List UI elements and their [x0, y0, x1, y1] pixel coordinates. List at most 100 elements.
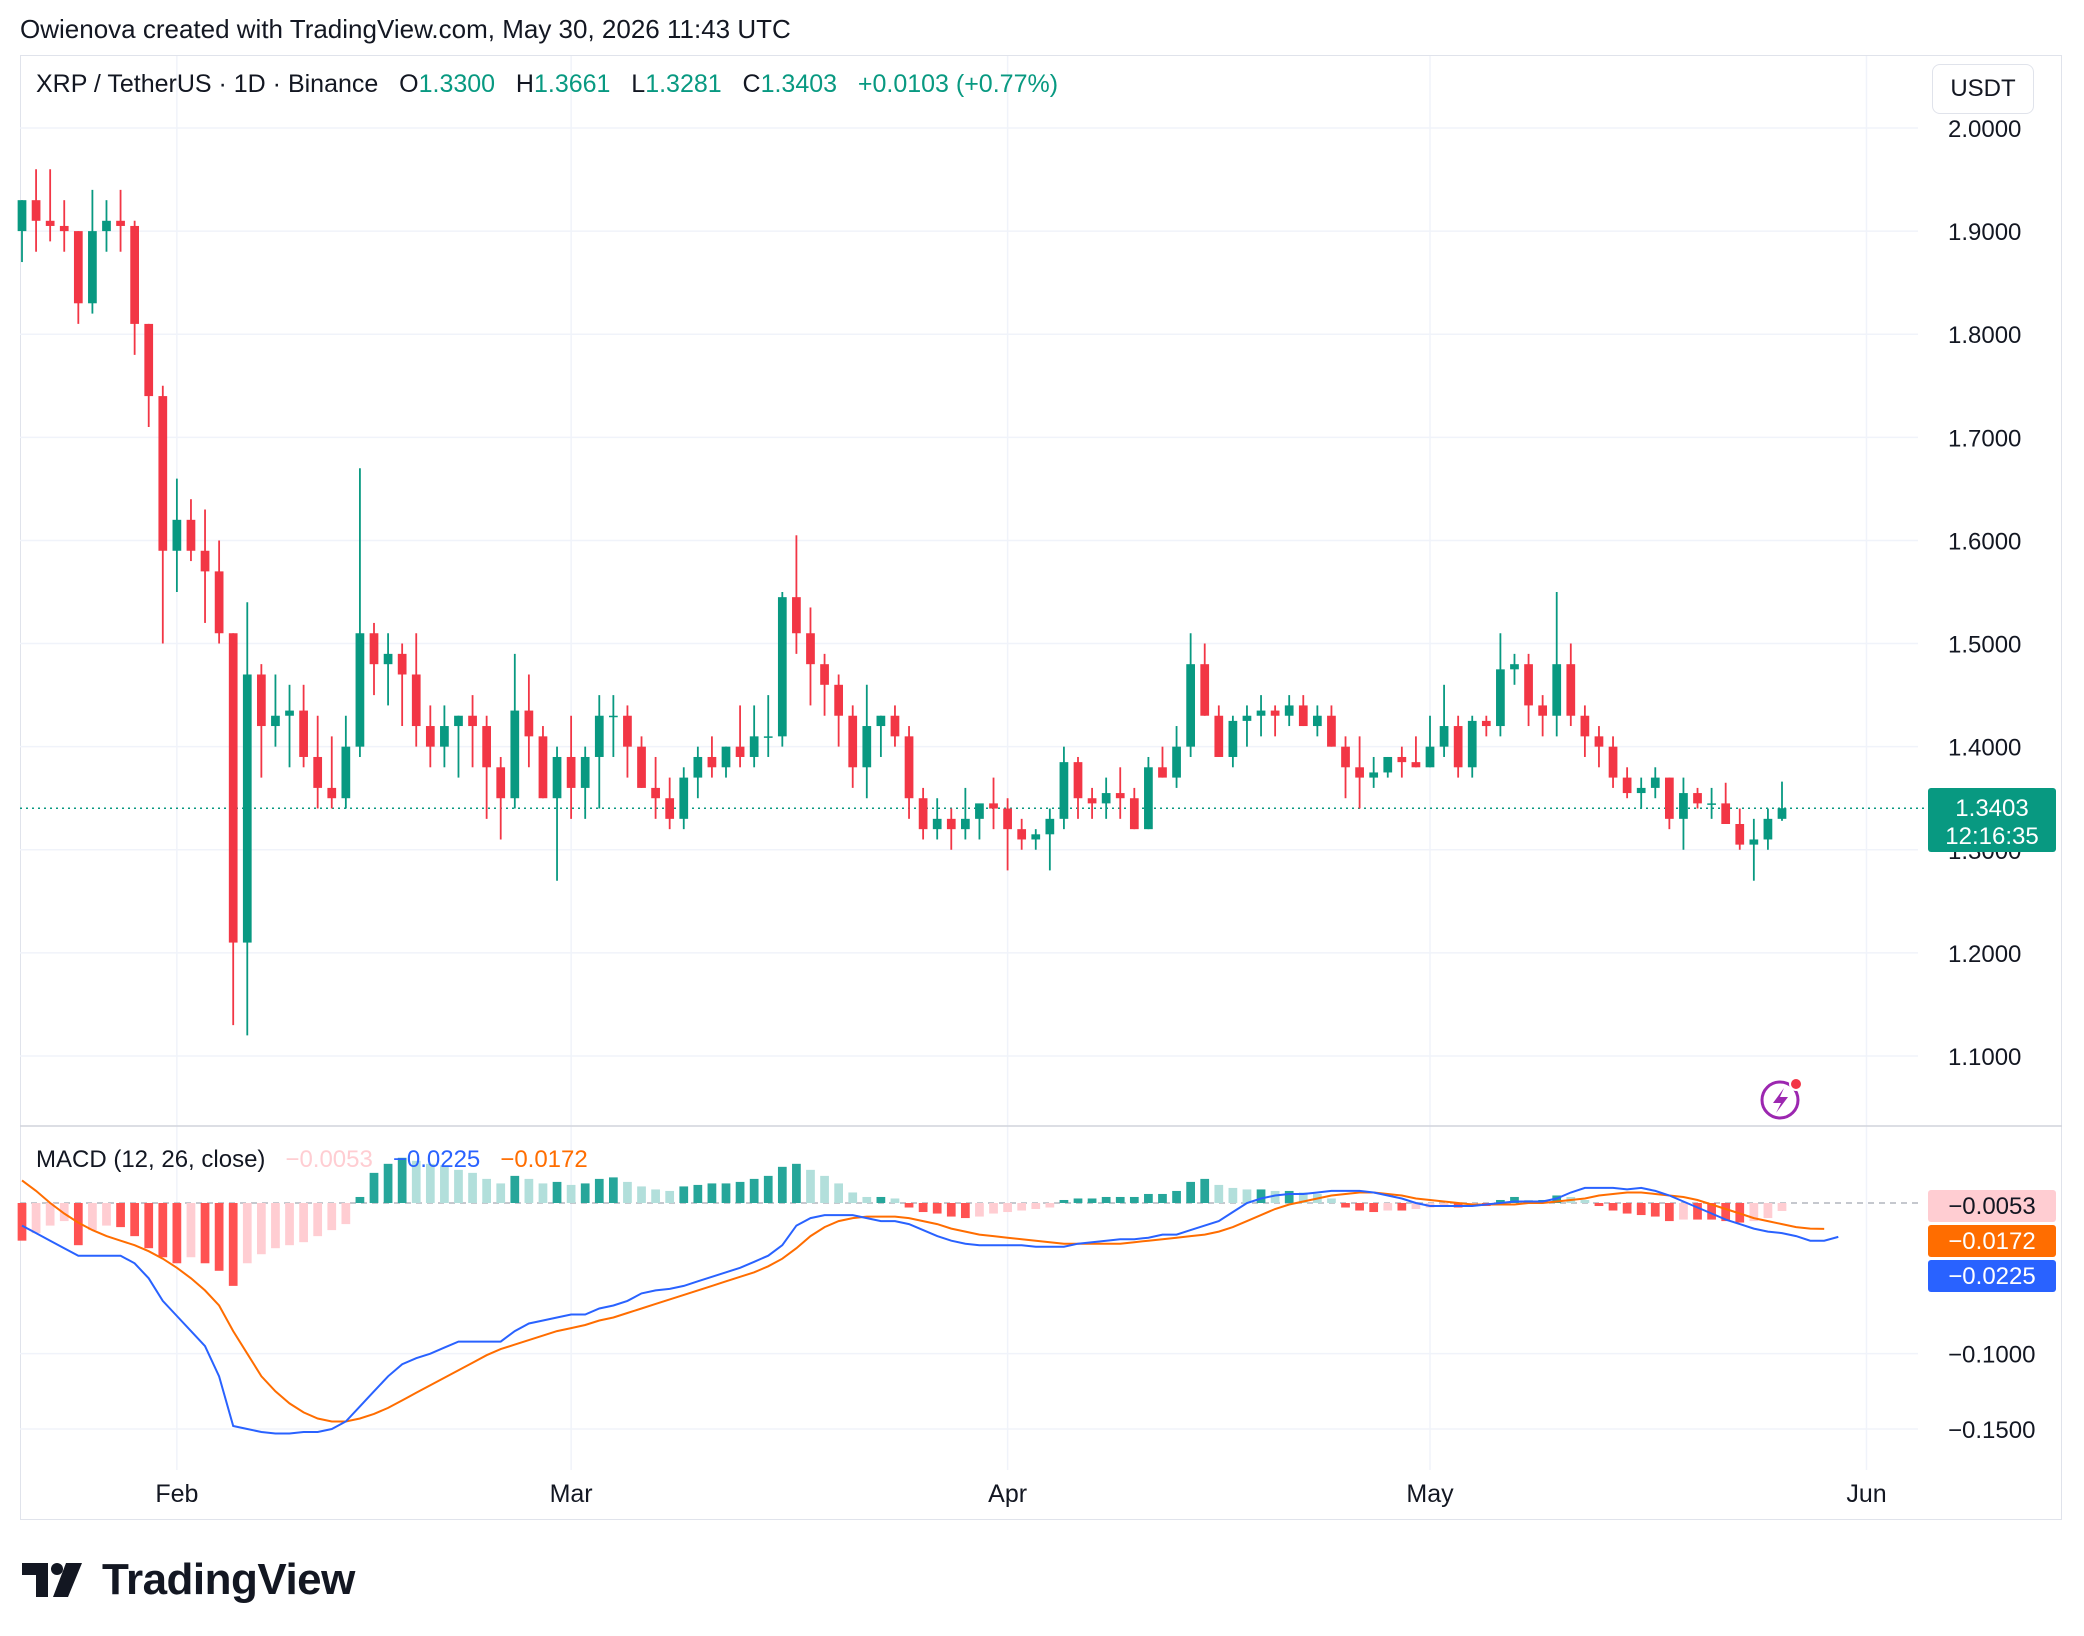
hist-bar: [1763, 1203, 1773, 1219]
hist-bar: [918, 1203, 928, 1213]
hist-bar: [425, 1163, 435, 1203]
candle-body: [594, 715, 604, 757]
candle-body: [496, 767, 506, 799]
candle-body: [242, 674, 252, 943]
candle-body: [510, 710, 520, 799]
candle-body: [960, 818, 970, 830]
macd-legend[interactable]: MACD (12, 26, close) −0.0053 −0.0225 −0.…: [36, 1146, 588, 1174]
hist-bar: [792, 1163, 801, 1203]
candles: [17, 169, 1787, 1036]
macd-signal-tag: −0.0172: [1928, 1225, 2056, 1257]
hist-bar: [214, 1203, 224, 1271]
hist-bar: [102, 1203, 111, 1226]
hist-bar: [749, 1178, 759, 1203]
candle-body: [299, 710, 308, 757]
candle-body: [17, 200, 27, 232]
hist-bar: [1496, 1199, 1505, 1203]
price-axis: 2.0000 1.9000 1.8000 1.7000 1.6000 1.5000 1.40…: [1948, 116, 2021, 1071]
candle-body: [1763, 818, 1773, 840]
hist-bar: [1087, 1198, 1097, 1203]
hist-bar: [1059, 1199, 1069, 1203]
date-tick-label: Mar: [550, 1480, 593, 1508]
grid: [20, 56, 1918, 1470]
last-price-value: 1.3403: [1955, 795, 2028, 822]
date-axis: Feb Mar Apr May Jun: [155, 1480, 1886, 1508]
signal-line: [21, 1179, 1825, 1423]
candle-body: [1580, 715, 1590, 737]
hist-bar: [608, 1177, 618, 1203]
candle-body: [538, 736, 548, 799]
date-tick-label: Jun: [1846, 1480, 1886, 1508]
hist-bar: [594, 1178, 604, 1203]
candle-body: [848, 715, 858, 768]
hist-bar: [623, 1181, 632, 1203]
hist-bar: [1622, 1203, 1632, 1214]
candle-body: [1707, 803, 1716, 805]
macd-tick-label: −0.1000: [1948, 1342, 2035, 1369]
macd-tick-label: −0.1500: [1948, 1417, 2035, 1444]
macd-signal-tag-value: −0.0172: [1948, 1228, 2035, 1255]
macd-histogram: [17, 1157, 1787, 1286]
macd-hist-tag-value: −0.0053: [1948, 1193, 2035, 1220]
candle-body: [1538, 705, 1548, 716]
hist-bar: [1228, 1187, 1238, 1203]
candle-body: [454, 715, 463, 727]
candle-body: [1481, 720, 1491, 727]
candle-body: [1608, 746, 1618, 778]
candle-body: [566, 756, 576, 788]
alert-lightning-icon[interactable]: [1760, 1077, 1803, 1120]
candle-body: [721, 746, 731, 768]
macd-hist-tag: −0.0053: [1928, 1190, 2056, 1222]
candle-body: [1383, 756, 1393, 773]
open-label: O: [399, 70, 419, 98]
hist-bar: [637, 1186, 646, 1203]
hist-bar: [1439, 1203, 1449, 1207]
hist-bar: [580, 1183, 590, 1203]
candle-body: [608, 715, 618, 718]
hist-bar: [1003, 1203, 1012, 1213]
hist-bar: [707, 1183, 717, 1203]
hist-bar: [88, 1203, 97, 1231]
macd-line: [21, 1186, 1839, 1435]
price-tick-label: 1.9000: [1948, 219, 2021, 246]
candle-body: [1721, 803, 1731, 824]
symbol-legend[interactable]: XRP / TetherUS · 1D · Binance O1.3300 H1…: [36, 70, 1058, 99]
macd-lines: [21, 1179, 1839, 1435]
hist-bar: [1284, 1190, 1294, 1203]
candle-body: [102, 220, 111, 232]
hist-bar: [271, 1203, 280, 1249]
hist-bar: [411, 1160, 421, 1203]
macd-hist-value: −0.0053: [285, 1146, 373, 1173]
hist-bar: [31, 1203, 41, 1234]
candle-body: [580, 756, 590, 788]
hist-bar: [1369, 1203, 1379, 1213]
hist-bar: [1608, 1203, 1618, 1211]
candle-body: [735, 746, 745, 757]
candle-body: [1045, 818, 1055, 835]
hist-bar: [1777, 1203, 1787, 1211]
candle-body: [1453, 726, 1463, 768]
macd-line-tag: −0.0225: [1928, 1260, 2056, 1292]
hist-bar: [1510, 1196, 1519, 1203]
candle-body: [1129, 798, 1139, 830]
candle-body: [1003, 808, 1012, 830]
tradingview-logo[interactable]: TradingView: [22, 1555, 355, 1605]
currency-unit-button[interactable]: USDT: [1932, 64, 2034, 114]
last-price-tag: 1.3403 12:16:35: [1928, 788, 2056, 852]
high-value: 1.3661: [533, 70, 611, 98]
candle-body: [59, 225, 69, 232]
candle-body: [932, 818, 942, 830]
candle-body: [665, 798, 675, 819]
hist-bar: [496, 1183, 506, 1203]
candle-body: [1679, 793, 1688, 819]
hist-bar: [1101, 1196, 1111, 1203]
hist-bar: [130, 1203, 140, 1237]
hist-bar: [946, 1203, 956, 1217]
hist-bar: [341, 1203, 351, 1225]
candle-body: [1298, 705, 1308, 727]
hist-bar: [482, 1178, 492, 1203]
hist-bar: [735, 1181, 745, 1203]
hist-bar: [1693, 1203, 1702, 1220]
